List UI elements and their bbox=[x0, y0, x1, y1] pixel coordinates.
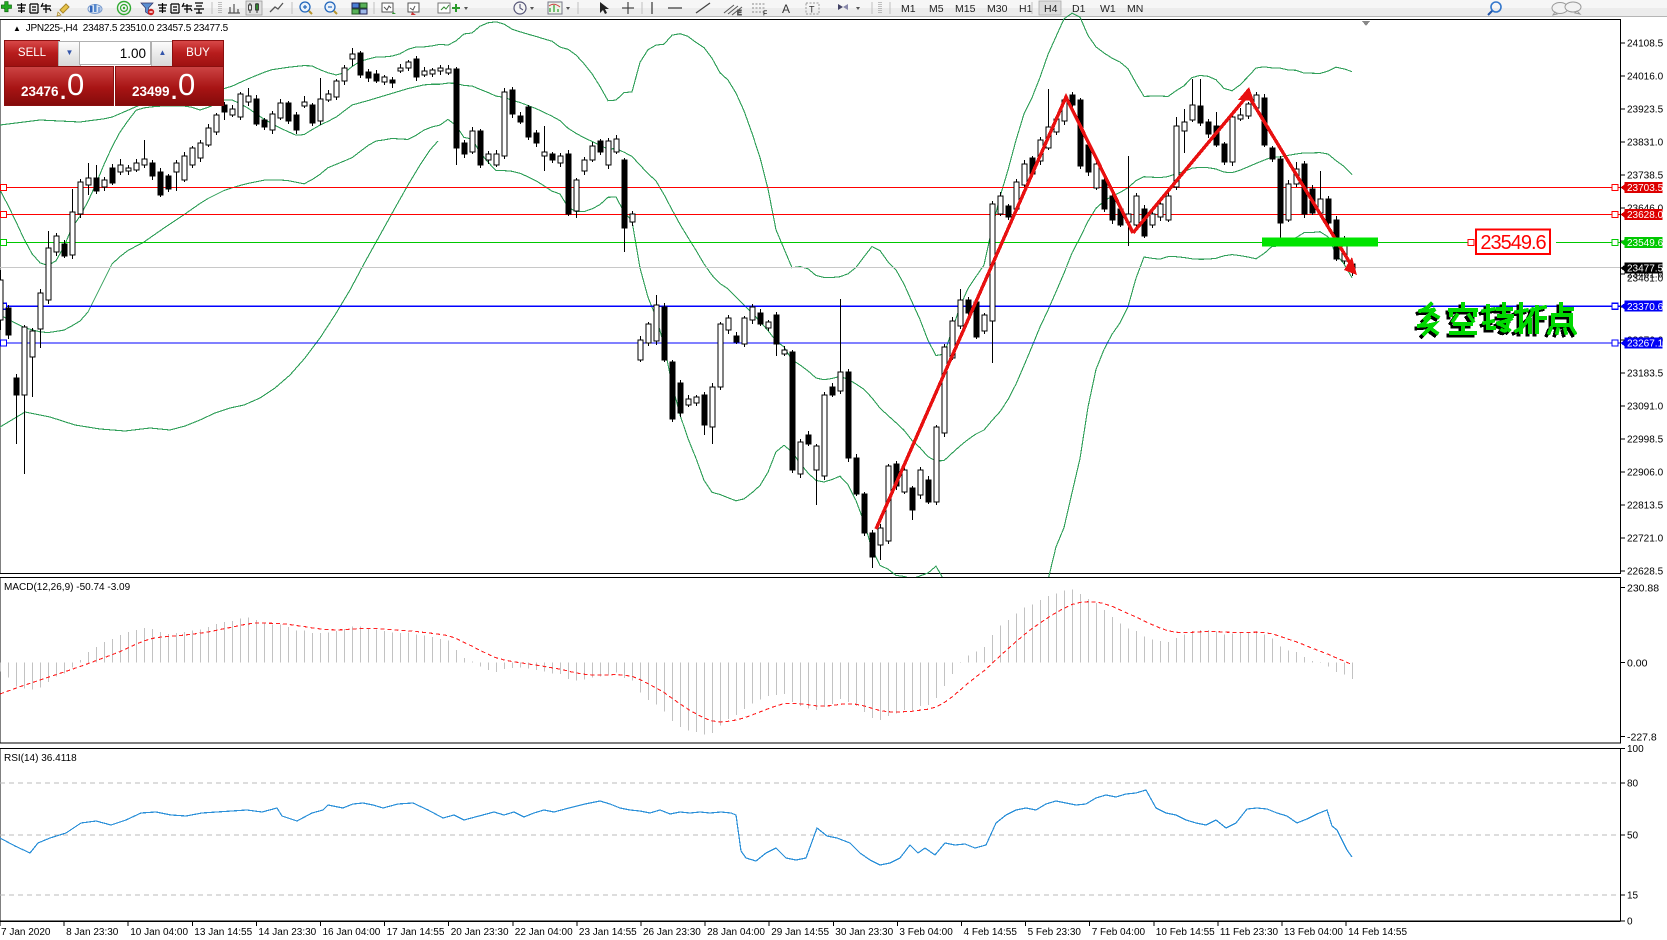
svg-text:50: 50 bbox=[1627, 830, 1639, 841]
svg-text:22906.0: 22906.0 bbox=[1627, 468, 1664, 479]
svg-text:10 Jan 04:00: 10 Jan 04:00 bbox=[130, 927, 188, 938]
svg-text:22 Jan 04:00: 22 Jan 04:00 bbox=[515, 927, 573, 938]
svg-text:23461.0: 23461.0 bbox=[1627, 274, 1664, 285]
svg-text:11 Feb 23:30: 11 Feb 23:30 bbox=[1220, 927, 1279, 938]
svg-text:M5: M5 bbox=[929, 3, 944, 15]
svg-text:8 Jan 23:30: 8 Jan 23:30 bbox=[66, 927, 119, 938]
svg-text:23091.0: 23091.0 bbox=[1627, 402, 1664, 413]
svg-text:23549.6: 23549.6 bbox=[1627, 238, 1664, 249]
svg-text:M1: M1 bbox=[901, 3, 916, 15]
svg-text:80: 80 bbox=[1627, 779, 1639, 790]
svg-text:20 Jan 23:30: 20 Jan 23:30 bbox=[451, 927, 509, 938]
svg-text:14 Feb 14:55: 14 Feb 14:55 bbox=[1348, 927, 1407, 938]
svg-text:29 Jan 14:55: 29 Jan 14:55 bbox=[771, 927, 829, 938]
svg-text:T: T bbox=[809, 5, 815, 15]
svg-text:23703.5: 23703.5 bbox=[1627, 183, 1664, 194]
svg-text:3 Feb 04:00: 3 Feb 04:00 bbox=[899, 927, 953, 938]
svg-text:MACD(12,26,9) -50.74 -3.09: MACD(12,26,9) -50.74 -3.09 bbox=[4, 582, 131, 593]
svg-text:7 Jan 2020: 7 Jan 2020 bbox=[1, 927, 51, 938]
svg-text:M15: M15 bbox=[955, 3, 976, 15]
svg-text:23628.0: 23628.0 bbox=[1627, 210, 1664, 221]
svg-text:23183.5: 23183.5 bbox=[1627, 369, 1664, 380]
svg-text:0.00: 0.00 bbox=[1627, 657, 1648, 669]
svg-text:230.88: 230.88 bbox=[1627, 582, 1659, 594]
svg-text:D1: D1 bbox=[1072, 3, 1086, 15]
svg-text:17 Jan 14:55: 17 Jan 14:55 bbox=[387, 927, 445, 938]
svg-text:-227.8: -227.8 bbox=[1627, 731, 1657, 743]
svg-text:A: A bbox=[782, 2, 790, 16]
svg-text:23370.6: 23370.6 bbox=[1627, 302, 1664, 313]
svg-text:23477.5: 23477.5 bbox=[1627, 264, 1664, 275]
svg-text:22628.5: 22628.5 bbox=[1627, 567, 1664, 578]
svg-text:23831.0: 23831.0 bbox=[1627, 138, 1664, 149]
svg-text:W1: W1 bbox=[1100, 3, 1116, 15]
svg-text:23549.6: 23549.6 bbox=[1480, 232, 1546, 254]
svg-text:RSI(14) 36.4118: RSI(14) 36.4118 bbox=[4, 753, 77, 764]
svg-text:23461.0: 23461.0 bbox=[1627, 270, 1664, 281]
svg-text:E: E bbox=[737, 10, 742, 17]
svg-text:22998.5: 22998.5 bbox=[1627, 435, 1664, 446]
svg-text:H1: H1 bbox=[1019, 3, 1033, 15]
svg-text:100: 100 bbox=[1627, 744, 1644, 755]
svg-text:13 Jan 14:55: 13 Jan 14:55 bbox=[194, 927, 252, 938]
svg-text:15: 15 bbox=[1627, 891, 1639, 902]
svg-text:24016.0: 24016.0 bbox=[1627, 72, 1664, 83]
svg-text:28 Jan 04:00: 28 Jan 04:00 bbox=[707, 927, 765, 938]
svg-text:5 Feb 23:30: 5 Feb 23:30 bbox=[1028, 927, 1082, 938]
svg-text:16 Jan 04:00: 16 Jan 04:00 bbox=[323, 927, 381, 938]
svg-text:13 Feb 04:00: 13 Feb 04:00 bbox=[1284, 927, 1343, 938]
svg-text:22721.0: 22721.0 bbox=[1627, 534, 1664, 545]
svg-text:M30: M30 bbox=[987, 3, 1008, 15]
svg-text:MN: MN bbox=[1127, 3, 1143, 15]
svg-text:23267.1: 23267.1 bbox=[1627, 339, 1664, 350]
svg-text:7 Feb 04:00: 7 Feb 04:00 bbox=[1092, 927, 1146, 938]
svg-text:14 Jan 23:30: 14 Jan 23:30 bbox=[258, 927, 316, 938]
svg-text:23 Jan 14:55: 23 Jan 14:55 bbox=[579, 927, 637, 938]
svg-text:10 Feb 14:55: 10 Feb 14:55 bbox=[1156, 927, 1215, 938]
svg-text:24108.5: 24108.5 bbox=[1627, 39, 1664, 50]
svg-text:22813.5: 22813.5 bbox=[1627, 501, 1664, 512]
svg-text:H4: H4 bbox=[1044, 3, 1058, 15]
svg-text:4 Feb 14:55: 4 Feb 14:55 bbox=[964, 927, 1018, 938]
svg-text:23738.5: 23738.5 bbox=[1627, 171, 1664, 182]
svg-text:26 Jan 23:30: 26 Jan 23:30 bbox=[643, 927, 701, 938]
svg-text:23923.5: 23923.5 bbox=[1627, 105, 1664, 116]
svg-text:30 Jan 23:30: 30 Jan 23:30 bbox=[835, 927, 893, 938]
svg-text:F: F bbox=[763, 11, 767, 18]
svg-text:0: 0 bbox=[1627, 917, 1633, 928]
